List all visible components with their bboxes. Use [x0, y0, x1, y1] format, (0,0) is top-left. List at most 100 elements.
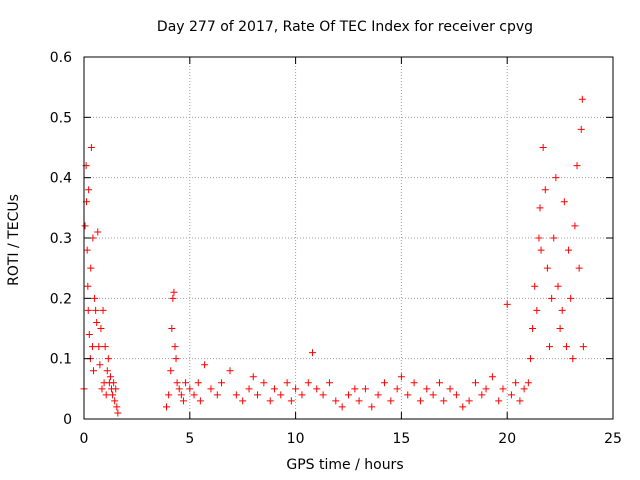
data-point — [440, 397, 448, 405]
data-point — [313, 385, 321, 393]
data-point — [578, 95, 586, 103]
data-point — [531, 282, 539, 290]
data-point — [92, 306, 100, 314]
data-point — [338, 403, 346, 411]
data-point — [560, 198, 568, 206]
data-point — [254, 391, 262, 399]
data-point — [245, 385, 253, 393]
data-point — [374, 391, 382, 399]
data-point — [277, 391, 285, 399]
data-point — [194, 379, 202, 387]
data-point — [93, 318, 101, 326]
data-point — [260, 379, 268, 387]
x-tick-label: 20 — [498, 431, 516, 447]
data-point — [270, 385, 278, 393]
data-point — [283, 379, 291, 387]
data-point — [85, 186, 93, 194]
data-point — [355, 397, 363, 405]
data-point — [287, 397, 295, 405]
data-point — [239, 397, 247, 405]
data-point — [165, 391, 173, 399]
data-point — [309, 349, 317, 357]
data-point — [351, 385, 359, 393]
data-point — [571, 222, 579, 230]
data-point — [109, 391, 117, 399]
data-point — [226, 367, 234, 375]
data-point — [332, 397, 340, 405]
data-point — [482, 385, 490, 393]
data-point — [565, 246, 573, 254]
data-point — [103, 367, 111, 375]
data-point — [548, 294, 556, 302]
data-point — [429, 391, 437, 399]
data-point — [387, 397, 395, 405]
data-point — [533, 306, 541, 314]
grid-lines — [84, 57, 613, 419]
data-point — [524, 379, 532, 387]
data-point — [577, 125, 585, 133]
data-point — [87, 144, 95, 151]
data-point — [495, 397, 503, 405]
data-point — [404, 391, 412, 399]
data-point — [546, 343, 554, 351]
data-point — [91, 294, 99, 302]
data-point — [97, 325, 105, 332]
data-point — [171, 343, 179, 351]
data-points — [80, 95, 587, 417]
x-tick-label: 5 — [185, 431, 194, 447]
data-point — [168, 325, 176, 332]
data-point — [218, 379, 226, 387]
x-tick-label: 15 — [392, 431, 410, 447]
data-point — [380, 379, 388, 387]
data-point — [526, 355, 534, 363]
data-point — [575, 264, 583, 272]
data-point — [114, 409, 122, 417]
data-point — [169, 294, 177, 302]
data-point — [186, 385, 194, 393]
data-point — [167, 367, 175, 375]
data-point — [182, 379, 190, 387]
data-point — [112, 385, 120, 393]
data-point — [232, 391, 240, 399]
data-point — [503, 300, 511, 308]
data-point — [266, 397, 274, 405]
data-point — [304, 379, 312, 387]
y-tick-label: 0.1 — [50, 352, 72, 368]
data-point — [98, 385, 106, 393]
data-point — [459, 403, 467, 411]
data-point — [172, 355, 180, 363]
data-point — [536, 204, 544, 212]
data-point — [249, 373, 257, 381]
data-point — [507, 391, 515, 399]
data-point — [573, 162, 581, 170]
y-tick-label: 0.3 — [50, 231, 72, 247]
y-axis-label: ROTI / TECUs — [6, 194, 22, 286]
data-point — [106, 373, 114, 381]
data-point — [558, 306, 566, 314]
data-point — [292, 385, 300, 393]
data-point — [325, 379, 333, 387]
data-point — [345, 391, 352, 399]
data-point — [368, 403, 376, 411]
data-point — [87, 264, 95, 272]
y-tick-label: 0.2 — [50, 291, 72, 307]
data-point — [516, 397, 524, 405]
data-point — [410, 379, 418, 387]
data-point — [110, 379, 118, 387]
x-axis-label: GPS time / hours — [286, 457, 403, 473]
data-point — [416, 397, 424, 405]
data-point — [83, 246, 91, 254]
data-point — [567, 294, 575, 302]
data-point — [435, 379, 443, 387]
data-point — [179, 397, 187, 405]
data-point — [101, 343, 109, 351]
data-point — [562, 343, 570, 351]
data-point — [465, 397, 473, 405]
data-point — [96, 361, 104, 369]
data-point — [471, 379, 479, 387]
data-point — [81, 222, 89, 230]
x-tick-label: 10 — [287, 431, 305, 447]
x-tick-label: 0 — [80, 431, 89, 447]
data-point — [173, 379, 181, 387]
data-point — [213, 391, 221, 399]
